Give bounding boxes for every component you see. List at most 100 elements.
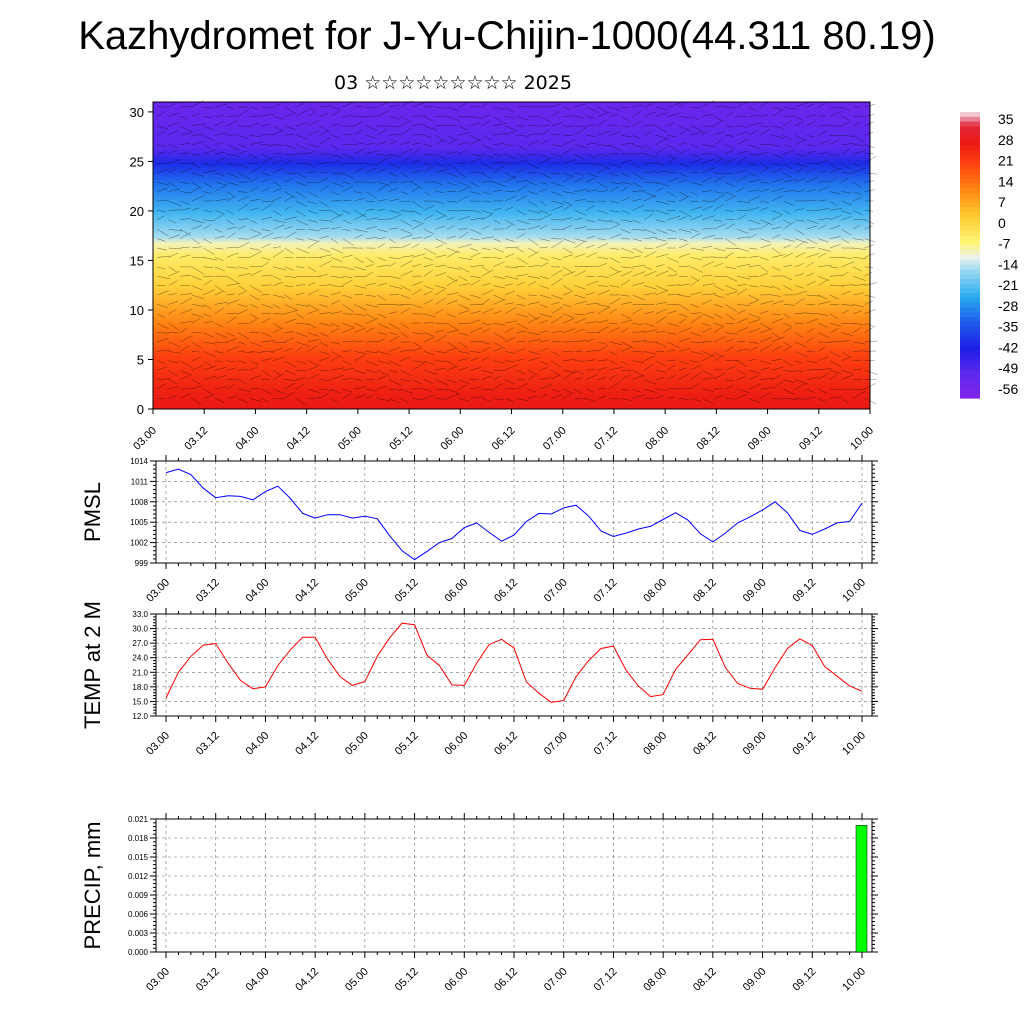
colorbar-swatch <box>960 250 980 256</box>
x-tick-label: 03.00 <box>144 577 172 605</box>
x-tick-label: 07.12 <box>592 966 620 994</box>
x-tick-label: 08.12 <box>691 577 719 605</box>
colorbar-swatch <box>960 202 980 208</box>
y-tick-label: 1011 <box>131 477 149 486</box>
y-tick-label: 5 <box>137 352 144 367</box>
colorbar-swatch <box>960 297 980 304</box>
x-tick-label: 04.12 <box>293 966 321 994</box>
y-tick-label: 1002 <box>130 539 148 548</box>
x-tick-label: 09.12 <box>797 425 825 453</box>
colorbar-swatch <box>960 378 980 385</box>
colorbar-swatch <box>960 245 980 251</box>
colorbar-swatch <box>960 126 980 132</box>
colorbar-swatch <box>960 350 980 356</box>
x-tick-label: 08.00 <box>641 966 669 994</box>
y-tick-label: 0.015 <box>128 853 149 862</box>
colorbar-swatch <box>960 345 980 351</box>
colorbar-swatch <box>960 364 980 370</box>
colorbar-swatch <box>960 169 980 175</box>
colorbar-swatch <box>960 154 980 161</box>
colorbar-swatch <box>960 159 980 166</box>
colorbar-label: -14 <box>998 256 1018 272</box>
temp-line <box>165 622 863 703</box>
colorbar-swatch <box>960 131 980 137</box>
x-tick-label: 10.00 <box>840 577 868 605</box>
x-tick-label: 06.00 <box>438 425 466 453</box>
x-tick-label: 09.00 <box>746 425 774 453</box>
colorbar-label: 21 <box>998 153 1014 169</box>
x-tick-label: 05.00 <box>343 730 371 758</box>
colorbar-label: 7 <box>998 194 1006 210</box>
colorbar-swatch <box>960 283 980 289</box>
colorbar-swatch <box>960 359 980 366</box>
colorbar-swatch <box>960 307 980 313</box>
pmsl-line <box>165 468 863 561</box>
colorbar-label: -56 <box>998 381 1018 397</box>
x-tick-label: 04.00 <box>244 730 272 758</box>
precip-bar <box>855 825 868 953</box>
x-tick-label: 04.12 <box>285 425 313 453</box>
colorbar-label: 14 <box>998 173 1014 189</box>
colorbar-swatch <box>960 278 980 285</box>
x-tick-label: 05.00 <box>343 577 371 605</box>
chart-title: Kazhydromet for J-Yu-Chijin-1000(44.311 … <box>78 14 936 58</box>
x-tick-label: 10.00 <box>840 730 868 758</box>
x-tick-label: 06.12 <box>492 577 520 605</box>
colorbar-swatch <box>960 140 980 146</box>
x-tick-label: 03.12 <box>194 577 222 605</box>
y-tick-label: 1014 <box>130 457 148 466</box>
y-tick-label: 0.006 <box>128 910 149 919</box>
x-tick-label: 04.12 <box>293 577 321 605</box>
x-tick-label: 05.12 <box>387 425 415 453</box>
colorbar-swatch <box>960 197 980 204</box>
pmsl-grid <box>156 460 872 564</box>
colorbar-swatch <box>960 369 980 375</box>
x-tick-label: 08.12 <box>691 730 719 758</box>
x-tick-label: 03.12 <box>182 425 210 453</box>
y-tick-label: 10 <box>130 303 144 318</box>
colorbar-label: -42 <box>998 339 1018 355</box>
colorbar-swatch <box>960 183 980 189</box>
colorbar-swatch <box>960 116 980 123</box>
colorbar-swatch <box>960 150 980 156</box>
colorbar-swatch <box>960 193 980 199</box>
x-tick-label: 07.12 <box>592 577 620 605</box>
x-tick-label: 07.00 <box>542 577 570 605</box>
colorbar-swatch <box>960 226 980 232</box>
colorbar-swatch <box>960 112 980 118</box>
colorbar-swatch <box>960 216 980 223</box>
x-tick-label: 03.12 <box>194 966 222 994</box>
x-tick-label: 03.00 <box>131 425 159 453</box>
colorbar-swatch <box>960 255 980 261</box>
y-tick-label: 1008 <box>130 498 148 507</box>
cross-section-field <box>153 102 870 409</box>
colorbar-swatch <box>960 240 980 247</box>
colorbar-label: -28 <box>998 298 1018 314</box>
temp-ylabel: TEMP at 2 M <box>80 601 105 729</box>
colorbar-swatch <box>960 293 980 299</box>
x-tick-label: 05.12 <box>393 577 421 605</box>
x-tick-label: 07.00 <box>541 425 569 453</box>
y-tick-label: 1005 <box>130 518 148 527</box>
precip-grid <box>156 818 872 953</box>
wind-barbs <box>156 100 878 406</box>
y-tick-label: 30.0 <box>132 625 148 634</box>
y-tick-label: 33.0 <box>132 610 148 619</box>
colorbar-swatch <box>960 178 980 185</box>
colorbar-swatch <box>960 374 980 380</box>
y-tick-label: 24.0 <box>132 654 148 663</box>
y-tick-label: 21.0 <box>132 668 148 677</box>
colorbar-swatch <box>960 145 980 151</box>
colorbar-label: -35 <box>998 319 1018 335</box>
temp-grid <box>156 613 872 717</box>
colorbar-swatch <box>960 164 980 170</box>
colorbar-swatch <box>960 235 980 242</box>
y-tick-label: 30 <box>130 105 144 120</box>
x-tick-label: 07.12 <box>592 730 620 758</box>
colorbar-swatch <box>960 188 980 194</box>
colorbar-swatch <box>960 302 980 309</box>
x-tick-label: 07.00 <box>542 966 570 994</box>
x-tick-label: 04.12 <box>293 730 321 758</box>
colorbar-swatch <box>960 121 980 127</box>
